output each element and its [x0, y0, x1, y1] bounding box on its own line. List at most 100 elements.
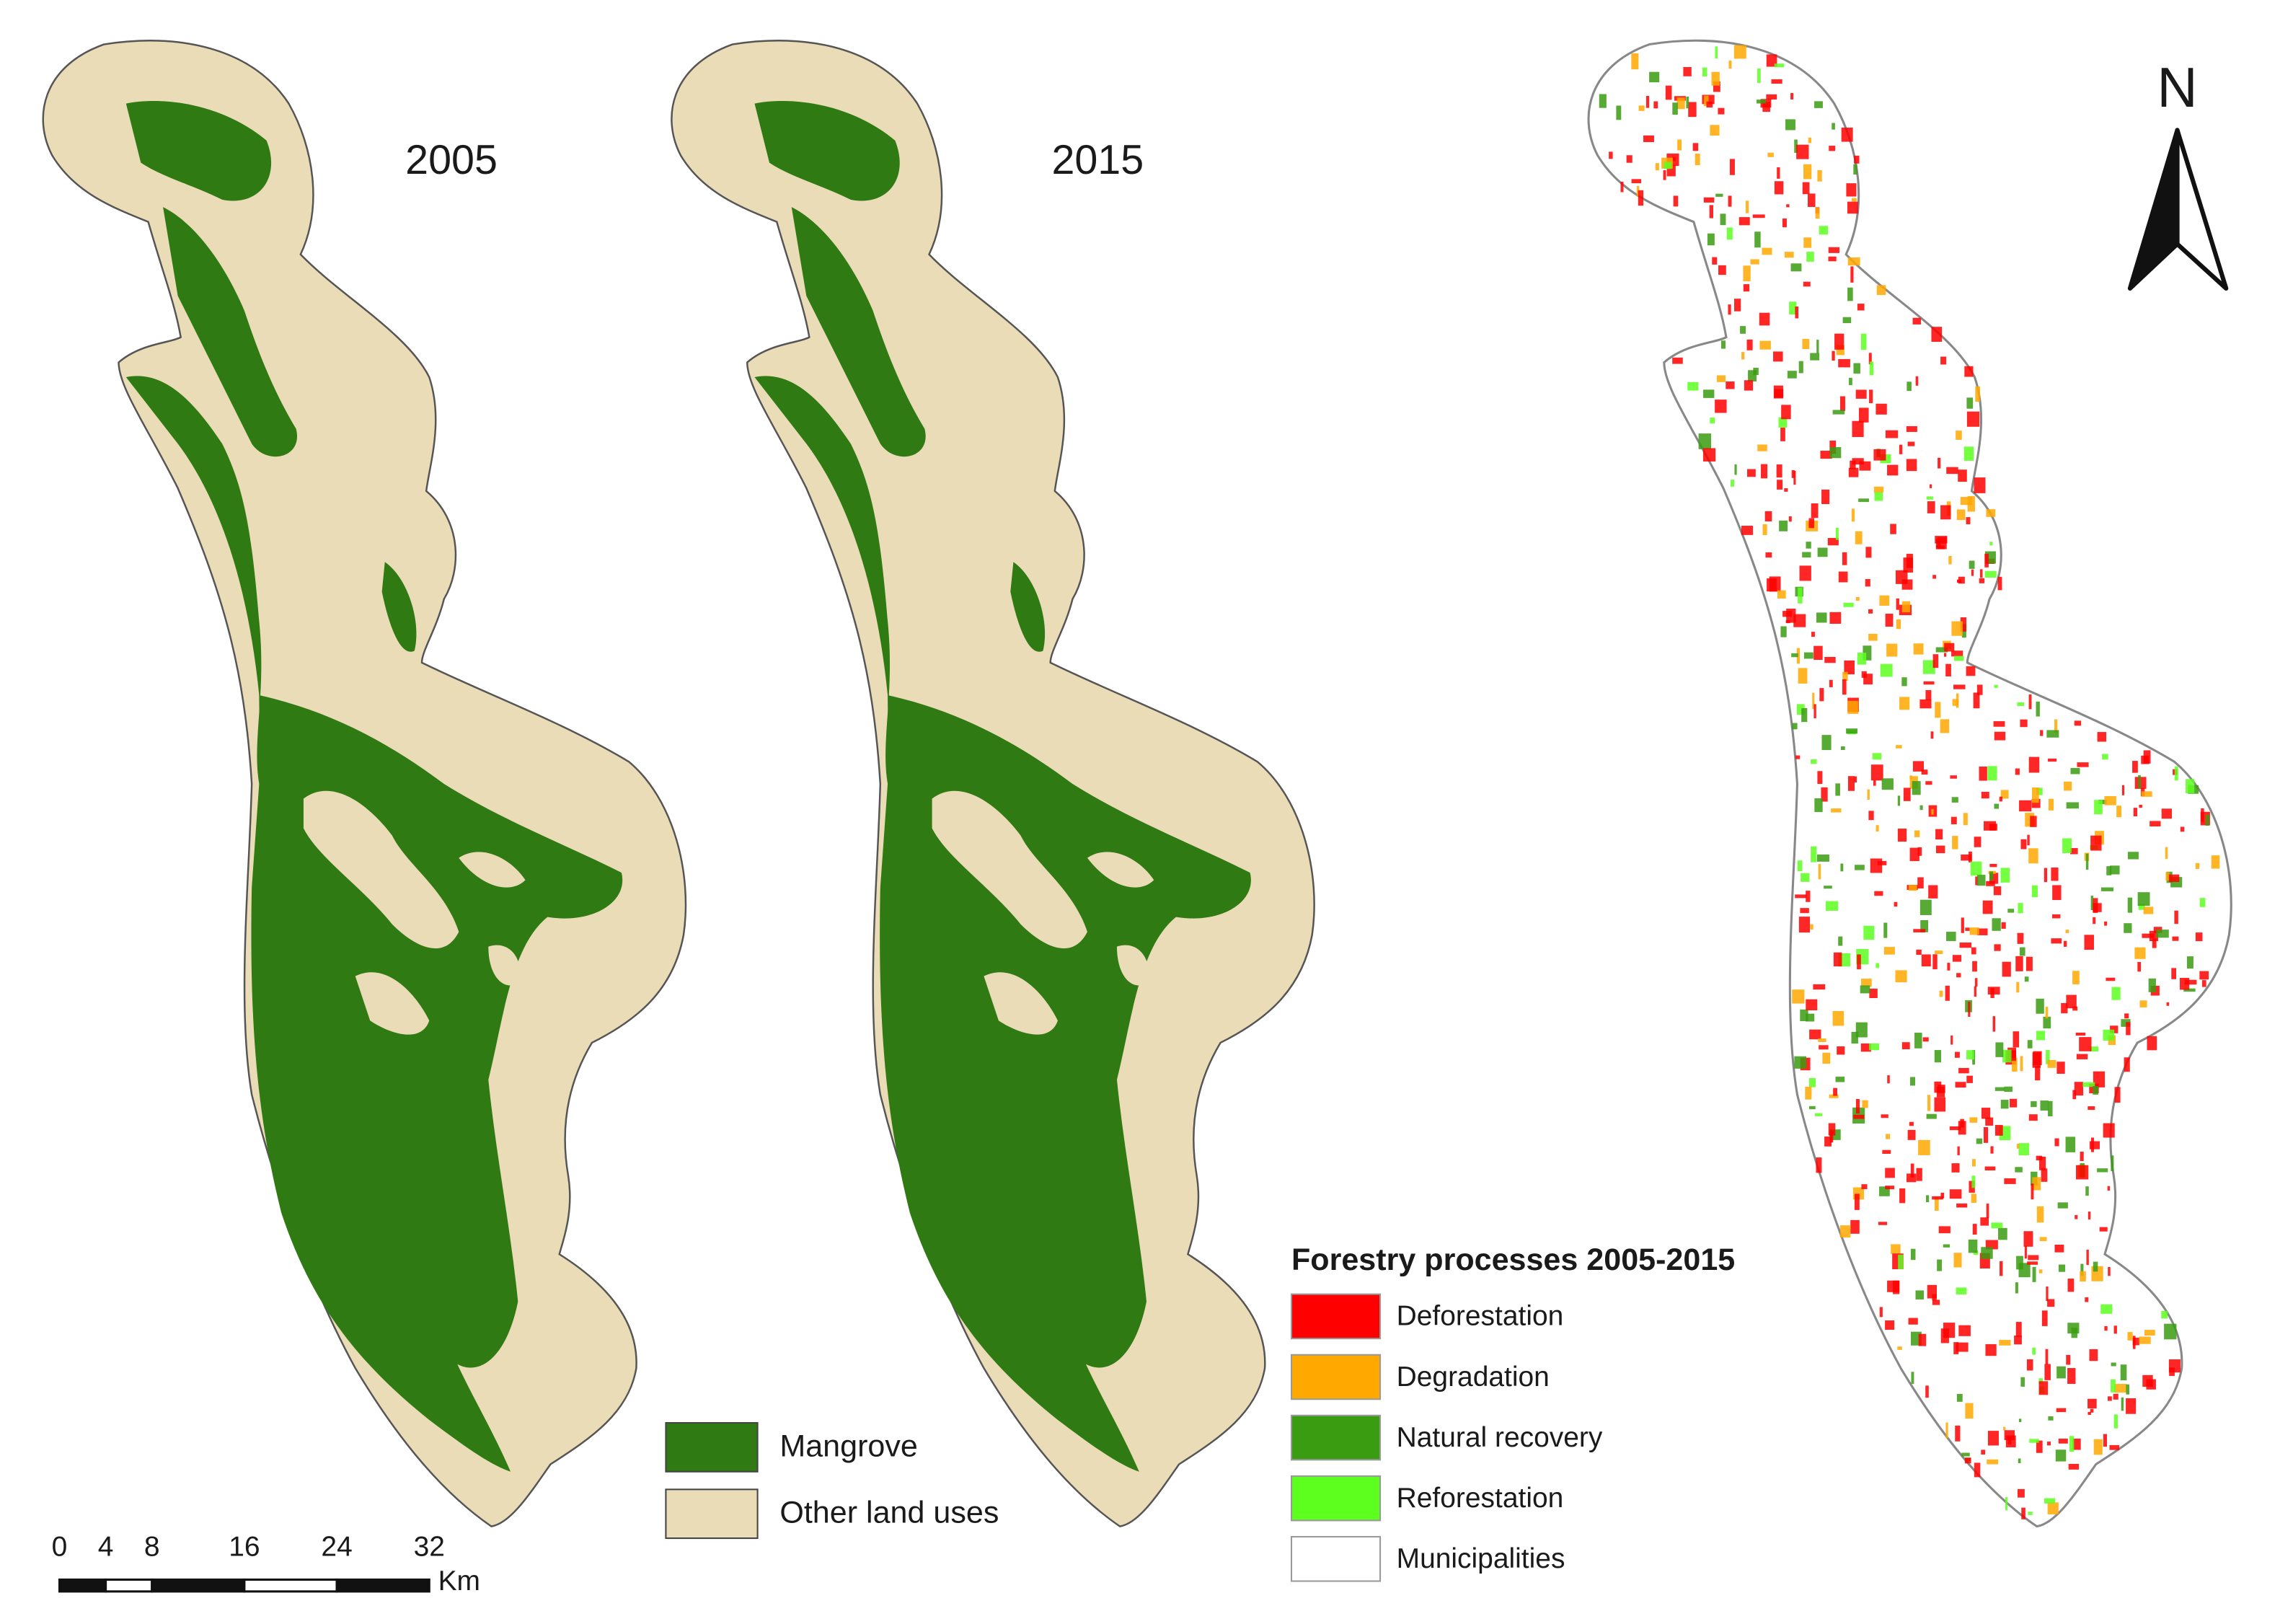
process-patch	[2000, 1100, 2009, 1109]
process-patch	[2106, 866, 2112, 875]
process-patch	[2137, 892, 2150, 906]
process-patch	[1806, 542, 1811, 549]
process-patch	[2100, 1304, 2113, 1314]
process-patch	[1951, 1163, 1960, 1173]
process-patch	[1827, 538, 1839, 546]
process-patch	[1873, 780, 1876, 786]
process-patch	[2066, 1354, 2071, 1365]
process-patch	[1945, 985, 1950, 1001]
process-patch	[1706, 101, 1713, 108]
process-patch	[1817, 771, 1823, 785]
process-patch	[1854, 155, 1860, 164]
process-patch	[1979, 767, 1987, 781]
process-patch	[1800, 1009, 1808, 1022]
process-patch	[2072, 1006, 2078, 1011]
process-patch	[2111, 1362, 2116, 1367]
process-patch	[1843, 602, 1854, 607]
process-patch	[2093, 917, 2096, 924]
process-patch	[2014, 1336, 2022, 1345]
process-patch	[1643, 135, 1654, 143]
process-patch	[1833, 952, 1842, 967]
process-patch	[1885, 614, 1894, 627]
legend-label: Mangrove	[779, 1429, 918, 1463]
process-patch	[1976, 1138, 1983, 1144]
process-patch	[2106, 977, 2116, 981]
legend-processes: Forestry processes 2005-2015 Deforestati…	[1290, 1243, 1735, 1582]
process-patch	[1953, 1253, 1962, 1268]
process-patch	[1961, 1452, 1970, 1457]
north-arrow: N	[2127, 56, 2229, 291]
process-patch	[1728, 304, 1731, 315]
process-patch	[1816, 1157, 1822, 1173]
process-patch	[1908, 1318, 1918, 1325]
process-patch	[2067, 1368, 2076, 1385]
scale-tick-label: 24	[321, 1532, 352, 1563]
process-patch	[1926, 1113, 1937, 1119]
process-patch	[2070, 848, 2078, 855]
process-patch	[2144, 1330, 2155, 1336]
process-patch	[1796, 704, 1805, 715]
process-patch	[1801, 873, 1810, 882]
process-patch	[1784, 488, 1788, 492]
scale-tick-label: 16	[229, 1532, 260, 1563]
process-patch	[2020, 839, 2027, 849]
process-patch	[1715, 400, 1727, 413]
process-patch	[2036, 701, 2040, 717]
process-patch	[2019, 800, 2032, 812]
process-patch	[1951, 621, 1963, 636]
process-patch	[2132, 1338, 2140, 1346]
process-patch	[1935, 829, 1943, 840]
process-patch	[2031, 1183, 2034, 1200]
process-patch	[2127, 852, 2139, 860]
process-patch	[1985, 1240, 1998, 1250]
process-patch	[1773, 385, 1783, 399]
process-patch	[2015, 1167, 2023, 1173]
process-patch	[1720, 340, 1726, 349]
process-patch	[1943, 1244, 1950, 1248]
process-patch	[1948, 555, 1952, 565]
process-patch	[2113, 1414, 2118, 1429]
process-patch	[1686, 96, 1689, 109]
process-patch	[1896, 598, 1899, 610]
process-patch	[2044, 868, 2048, 883]
process-patch	[1638, 105, 1645, 111]
process-patch	[1824, 656, 1836, 663]
process-patch	[1968, 1239, 1978, 1253]
process-patch	[1665, 85, 1672, 100]
process-patch	[1976, 684, 1983, 695]
process-patch	[2048, 758, 2057, 762]
process-patch	[2156, 930, 2169, 938]
process-patch	[1912, 781, 1921, 795]
process-patch	[1901, 579, 1913, 590]
process-patch	[1952, 955, 1962, 962]
process-patch	[1803, 237, 1812, 248]
process-patch	[1839, 1225, 1851, 1238]
process-patch	[1799, 565, 1811, 581]
process-patch	[1786, 204, 1790, 208]
process-patch	[2032, 1347, 2036, 1355]
process-patch	[1765, 552, 1772, 558]
process-patch	[1811, 503, 1819, 518]
process-patch	[2018, 1458, 2021, 1464]
process-patch	[1741, 352, 1745, 360]
process-patch	[2164, 1323, 2177, 1340]
process-patch	[2018, 1143, 2030, 1156]
process-patch	[1795, 894, 1807, 899]
process-patch	[1898, 1254, 1904, 1270]
process-patch	[2097, 1168, 2108, 1173]
process-patch	[2046, 730, 2059, 738]
process-patch	[1828, 256, 1837, 262]
process-patch	[1811, 632, 1815, 637]
process-patch	[1932, 1294, 1937, 1301]
process-patch	[1847, 201, 1858, 214]
process-patch	[1986, 1204, 1989, 1219]
process-patch	[1861, 1184, 1868, 1189]
process-patch	[1851, 508, 1855, 522]
process-patch	[2067, 1323, 2080, 1334]
scale-segment	[105, 1578, 154, 1593]
process-patch	[1956, 973, 1961, 978]
process-patch	[1973, 692, 1980, 709]
process-patch	[2018, 903, 2023, 914]
process-patch	[2063, 940, 2067, 947]
process-patch	[1645, 96, 1650, 108]
